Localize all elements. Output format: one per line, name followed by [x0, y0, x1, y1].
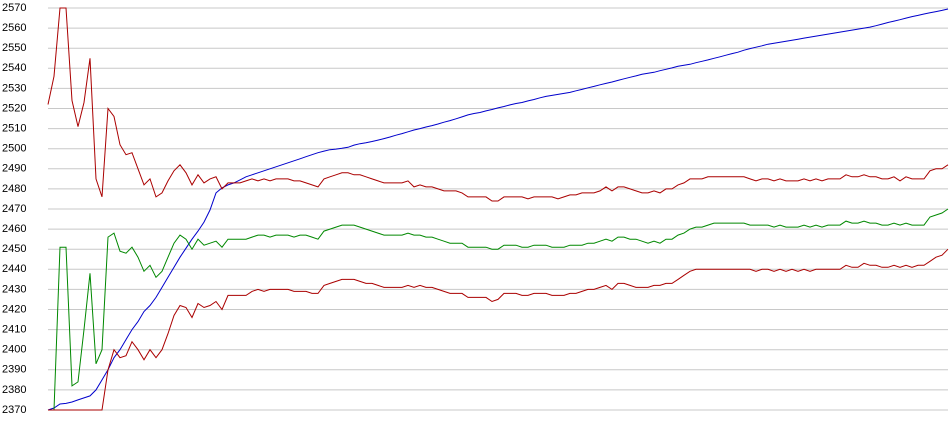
y-tick-label: 2400 [2, 344, 26, 356]
y-tick-label: 2520 [2, 102, 26, 114]
y-tick-label: 2560 [2, 22, 26, 34]
y-tick-label: 2430 [2, 283, 26, 295]
series-line-4 [48, 248, 949, 411]
series-lines [47, 7, 949, 411]
y-tick-label: 2470 [2, 203, 26, 215]
y-axis-tick-labels: 2370 2380 2390 2400 2410 2420 2430 2440 2450 2460… [2, 2, 26, 416]
y-tick-label: 2420 [2, 303, 26, 315]
gridlines [48, 7, 948, 411]
y-tick-label: 2490 [2, 163, 26, 175]
y-tick-label: 2390 [2, 364, 26, 376]
series-line-2 [47, 7, 949, 202]
y-tick-label: 2570 [2, 2, 26, 14]
series-line-3 [48, 208, 949, 411]
series-line-1 [47, 8, 949, 411]
y-tick-label: 2480 [2, 183, 26, 195]
y-tick-label: 2540 [2, 62, 26, 74]
y-tick-label: 2440 [2, 263, 26, 275]
y-tick-label: 2550 [2, 42, 26, 54]
y-tick-label: 2450 [2, 243, 26, 255]
y-tick-label: 2530 [2, 82, 26, 94]
y-tick-label: 2410 [2, 324, 26, 336]
y-tick-label: 2380 [2, 384, 26, 396]
y-tick-label: 2370 [2, 404, 26, 416]
y-tick-label: 2500 [2, 143, 26, 155]
y-tick-label: 2460 [2, 223, 26, 235]
y-tick-label: 2510 [2, 123, 26, 135]
